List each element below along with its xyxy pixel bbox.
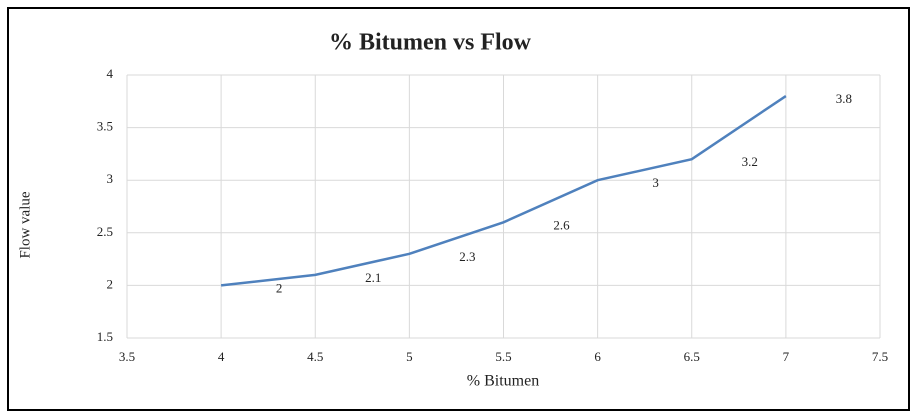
y-tick-label: 3.5 — [97, 119, 113, 134]
chart-title: % Bitumen vs Flow — [329, 30, 532, 56]
x-tick-label: 6 — [594, 349, 601, 364]
x-axis-label: % Bitumen — [467, 373, 539, 390]
data-label: 3.8 — [836, 91, 852, 106]
y-tick-label: 4 — [107, 66, 114, 81]
data-label: 3 — [652, 175, 659, 190]
x-tick-label: 4.5 — [307, 349, 323, 364]
y-tick-label: 2.5 — [97, 224, 113, 239]
data-label: 2.1 — [365, 270, 381, 285]
x-tick-label: 5 — [406, 349, 413, 364]
x-tick-label: 4 — [218, 349, 225, 364]
x-tick-label: 3.5 — [119, 349, 135, 364]
x-tick-label: 6.5 — [684, 349, 700, 364]
y-tick-label: 1.5 — [97, 329, 113, 344]
y-tick-label: 3 — [107, 171, 114, 186]
line-series — [220, 95, 787, 287]
x-tick-label: 5.5 — [495, 349, 511, 364]
x-tick-label: 7.5 — [872, 349, 888, 364]
y-tick-label: 2 — [107, 276, 114, 291]
chart-border — [7, 7, 910, 411]
data-label: 3.2 — [742, 154, 758, 169]
data-label: 2.3 — [459, 249, 475, 264]
data-label: 2 — [276, 280, 283, 295]
data-label: 2.6 — [553, 217, 570, 232]
y-axis-label: Flow value — [17, 191, 33, 258]
x-tick-label: 7 — [783, 349, 790, 364]
